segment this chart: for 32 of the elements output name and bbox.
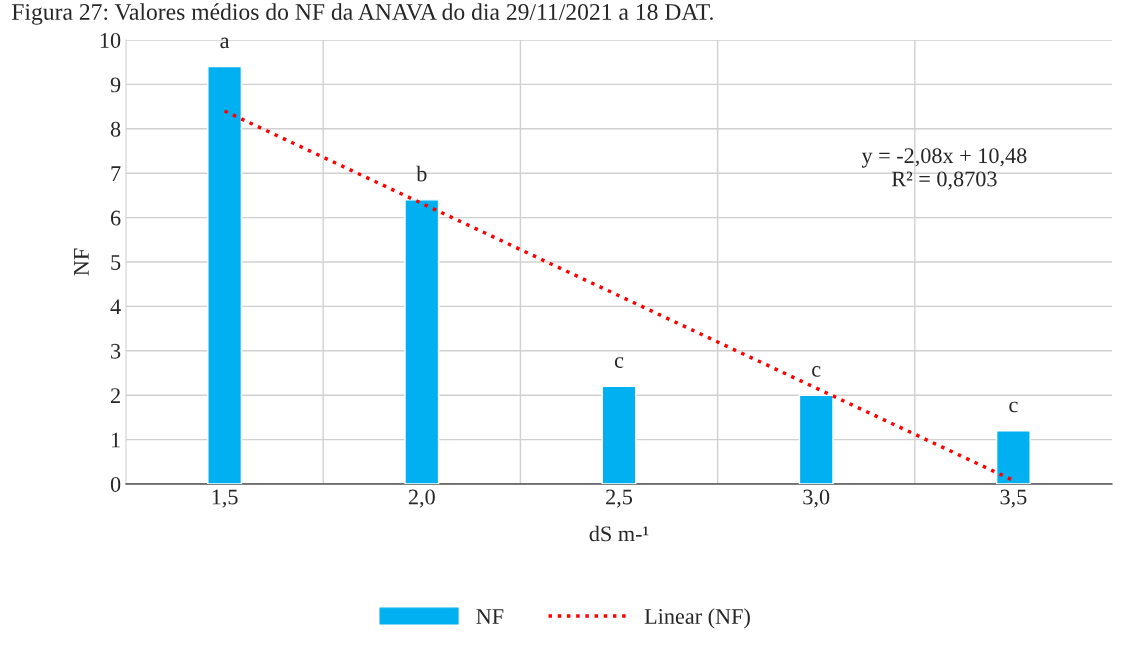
annotation: c (812, 366, 821, 377)
y-axis-title: NF (74, 248, 89, 276)
annotation: c (614, 357, 624, 368)
x-axis-title: dS m-¹ (589, 525, 649, 542)
y-tick-label: 4 (110, 299, 121, 315)
annotation: c (1009, 401, 1018, 413)
x-tick-label: 2,0 (408, 489, 435, 508)
bar (404, 199, 440, 484)
y-tick-label: 7 (111, 166, 121, 181)
y-tick-label: 5 (111, 255, 121, 270)
annotation: b (416, 165, 427, 182)
y-tick-label: 1 (111, 432, 120, 448)
x-tick-label: 3,5 (1000, 489, 1027, 508)
y-tick-label: 3 (111, 343, 121, 359)
y-tick-label: 2 (111, 388, 120, 403)
bar (207, 65, 243, 484)
y-tick-label: 6 (110, 210, 121, 226)
legend-label: Linear (NF) (644, 608, 750, 629)
chart-title: Figura 27: Valores médios do NF da ANAVA do dia 29/11/2021 a 18 DAT. (11, 3, 713, 25)
x-tick-label: 2,5 (606, 489, 633, 508)
bar (798, 394, 834, 484)
legend-label: NF (476, 609, 504, 624)
y-tick-label: 10 (100, 32, 121, 48)
y-tick-label: 0 (110, 476, 121, 492)
y-tick-label: 8 (110, 121, 121, 137)
bar (995, 430, 1031, 484)
annotation: y = -2,08x + 10,48 R² = 0,8703 (861, 148, 1027, 190)
annotation: a (220, 37, 230, 49)
y-tick-label: 9 (110, 77, 121, 93)
x-tick-label: 3,0 (803, 489, 830, 508)
bar (601, 385, 637, 484)
x-tick-label: 1,5 (212, 489, 238, 508)
